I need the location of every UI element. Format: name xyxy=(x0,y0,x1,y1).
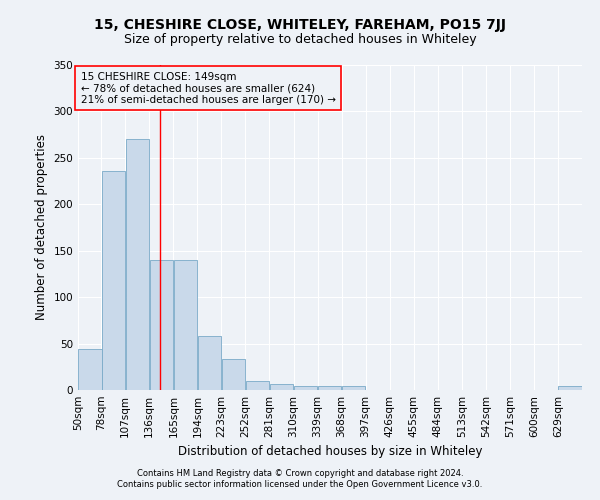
Bar xyxy=(270,384,293,390)
Text: 15 CHESHIRE CLOSE: 149sqm
← 78% of detached houses are smaller (624)
21% of semi: 15 CHESHIRE CLOSE: 149sqm ← 78% of detac… xyxy=(80,72,335,104)
Y-axis label: Number of detached properties: Number of detached properties xyxy=(35,134,48,320)
Bar xyxy=(79,349,101,390)
Bar xyxy=(198,336,221,390)
Bar xyxy=(149,260,173,390)
Text: Size of property relative to detached houses in Whiteley: Size of property relative to detached ho… xyxy=(124,32,476,46)
Bar xyxy=(559,386,581,390)
Text: 15, CHESHIRE CLOSE, WHITELEY, FAREHAM, PO15 7JJ: 15, CHESHIRE CLOSE, WHITELEY, FAREHAM, P… xyxy=(94,18,506,32)
Bar xyxy=(318,386,341,390)
Bar xyxy=(101,171,125,390)
Bar xyxy=(222,360,245,390)
Text: Contains HM Land Registry data © Crown copyright and database right 2024.: Contains HM Land Registry data © Crown c… xyxy=(137,468,463,477)
Text: Contains public sector information licensed under the Open Government Licence v3: Contains public sector information licen… xyxy=(118,480,482,489)
Bar xyxy=(246,380,269,390)
X-axis label: Distribution of detached houses by size in Whiteley: Distribution of detached houses by size … xyxy=(178,446,482,458)
Bar xyxy=(173,260,197,390)
Bar xyxy=(342,386,365,390)
Bar xyxy=(294,386,317,390)
Bar xyxy=(125,140,149,390)
